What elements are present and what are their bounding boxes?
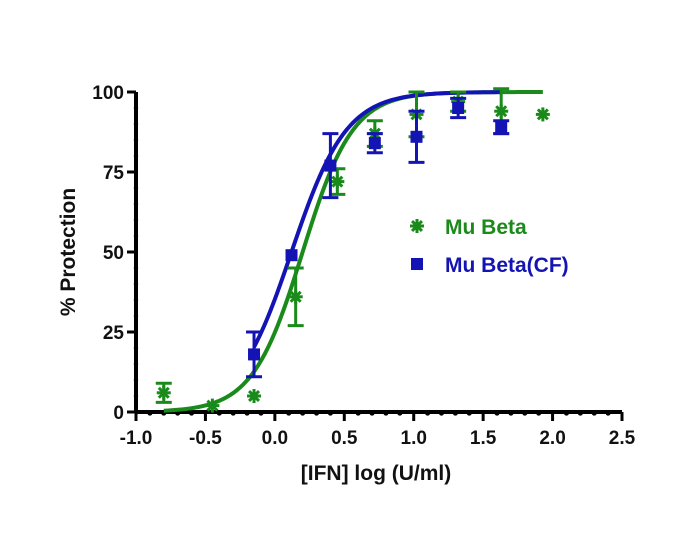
marker-stroke <box>331 175 344 188</box>
x-tick-label: 0.5 <box>331 428 358 449</box>
y-minor-tick <box>133 185 139 191</box>
x-tick-label: 2.0 <box>539 428 565 449</box>
point-mu-beta-cf- <box>248 348 261 361</box>
x-minor-tick <box>147 410 153 416</box>
x-minor-tick <box>508 410 514 416</box>
y-minor-tick <box>133 393 139 399</box>
point-mu-beta <box>330 174 345 189</box>
x-minor-tick <box>369 410 375 416</box>
marker-stroke <box>248 389 261 403</box>
point-mu-beta-cf- <box>452 102 465 114</box>
point-mu-beta-cf- <box>324 159 337 172</box>
y-tick-label: 100 <box>92 83 124 104</box>
y-minor-tick <box>133 265 139 271</box>
x-minor-tick <box>286 410 292 416</box>
x-minor-tick <box>522 410 528 416</box>
x-tick-label: -0.5 <box>189 428 222 449</box>
legend-label-mu-beta: Mu Beta <box>445 216 527 239</box>
point-mu-beta-cf- <box>495 121 508 134</box>
y-tick-label: 0 <box>113 403 124 424</box>
x-tick-label: 0.0 <box>262 428 288 449</box>
x-minor-tick <box>536 410 542 416</box>
x-minor-tick <box>244 410 250 416</box>
y-tick-label: 75 <box>103 163 125 184</box>
x-tick-label: -1.0 <box>120 428 153 449</box>
x-minor-tick <box>563 410 570 416</box>
data-points <box>155 87 550 413</box>
x-tick-label: 1.5 <box>470 428 497 449</box>
y-minor-tick <box>133 313 139 319</box>
x-axis-title: [IFN] log (U/ml) <box>301 462 451 485</box>
x-minor-tick <box>577 410 583 416</box>
x-minor-tick <box>230 410 236 416</box>
point-mu-beta <box>288 289 303 304</box>
x-minor-tick <box>313 410 320 416</box>
x-minor-tick <box>605 410 611 416</box>
marker-stroke <box>495 105 508 118</box>
y-minor-tick <box>133 137 139 143</box>
point-mu-beta-cf- <box>368 137 381 150</box>
legend: Mu Beta Mu Beta(CF) <box>410 216 569 277</box>
point-mu-beta <box>494 104 509 119</box>
x-minor-tick <box>397 410 403 416</box>
y-minor-tick <box>133 201 139 207</box>
y-minor-tick <box>133 153 139 159</box>
point-mu-beta <box>247 389 262 403</box>
x-minor-tick <box>355 410 361 416</box>
fit-curve-mu-beta <box>163 90 543 413</box>
y-minor-tick <box>133 345 139 351</box>
point-mu-beta-cf- <box>285 249 298 262</box>
marker-stroke <box>536 108 549 121</box>
marker-stroke <box>289 290 302 303</box>
x-minor-tick <box>327 410 333 416</box>
x-minor-tick <box>425 410 431 416</box>
y-minor-tick <box>133 297 139 303</box>
point-mu-beta <box>156 385 171 400</box>
point-mu-beta <box>535 107 550 122</box>
marker-stroke <box>206 399 219 412</box>
x-minor-tick <box>188 410 195 416</box>
y-tick-label: 25 <box>103 323 125 344</box>
x-minor-tick <box>494 410 500 416</box>
axes: -1.0 -0.5 0.0 0.5 1.0 1.5 2.0 2.5 0 25 50 75 100 <box>92 83 635 449</box>
y-minor-tick <box>133 217 139 223</box>
x-minor-tick <box>591 410 597 416</box>
legend-label-mu-beta-cf-: Mu Beta(CF) <box>445 254 569 277</box>
x-minor-tick <box>452 410 458 416</box>
x-minor-tick <box>300 410 306 416</box>
x-minor-tick <box>216 410 222 416</box>
y-axis-title: % Protection <box>57 188 80 316</box>
fit-curves <box>163 90 543 413</box>
x-tick-label: 2.5 <box>609 428 636 449</box>
x-minor-tick <box>383 410 389 416</box>
marker-stroke <box>157 386 170 399</box>
legend-marker-mu-beta <box>410 219 424 233</box>
x-tick-label: 1.0 <box>401 428 427 449</box>
x-minor-tick <box>466 410 472 416</box>
x-minor-tick <box>258 410 264 416</box>
y-minor-tick <box>133 121 139 127</box>
y-minor-tick <box>133 105 139 111</box>
point-mu-beta <box>205 398 220 413</box>
marker-stroke <box>410 219 424 233</box>
x-minor-tick <box>438 410 445 416</box>
y-minor-tick <box>133 233 139 239</box>
y-minor-tick <box>133 377 139 383</box>
y-tick-label: 50 <box>103 243 124 264</box>
point-mu-beta-cf- <box>410 130 423 143</box>
y-minor-tick <box>133 281 139 287</box>
legend-marker-mu-beta-cf- <box>411 258 423 270</box>
y-minor-tick <box>133 361 139 367</box>
